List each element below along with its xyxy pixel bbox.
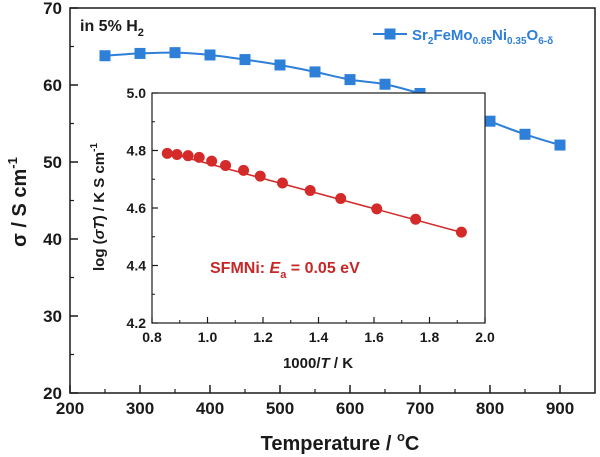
inset-x-tick-label: 1.0: [198, 329, 218, 345]
main-x-axis-title: Temperature / oC: [261, 429, 420, 455]
main-y-tick-label: 70: [43, 0, 62, 18]
legend-label: Sr2FeMo0.65Ni0.35O6-δ: [412, 27, 553, 47]
inset-x-axis-title: 1000/T / K: [283, 355, 353, 372]
inset-y-tick-label: 4.2: [127, 315, 147, 331]
inset-plot-frame: [151, 92, 486, 324]
legend-marker: [384, 28, 396, 40]
inset-y-tick-label: 4.8: [127, 143, 147, 159]
main-data-point: [379, 78, 391, 90]
main-x-tick-label: 500: [266, 399, 294, 418]
main-y-tick-label: 50: [43, 153, 62, 172]
main-x-tick-label: 900: [546, 399, 574, 418]
main-chart: 200 300 400 500 600 700 800 900 20 30 40 50 60 70 Te…: [5, 0, 596, 455]
main-series: [99, 47, 566, 151]
inset-data-point: [304, 184, 316, 196]
main-data-point: [169, 47, 181, 59]
main-data-point: [344, 74, 356, 86]
main-data-point: [204, 49, 216, 61]
inset-x-tick-label: 1.8: [420, 329, 440, 345]
inset-data-point: [193, 151, 205, 163]
inset-x-tick-label: 1.2: [253, 329, 273, 345]
inset-data-point: [371, 203, 383, 215]
inset-series: [161, 147, 467, 238]
main-data-point: [484, 115, 496, 127]
inset-y-axis: 4.2 4.4 4.6 4.8 5.0: [127, 85, 158, 331]
main-x-tick-label: 200: [56, 399, 84, 418]
inset-x-tick-label: 2.0: [475, 329, 495, 345]
inset-data-point: [254, 170, 266, 182]
main-x-tick-label: 600: [336, 399, 364, 418]
main-data-point: [134, 47, 146, 59]
inset-data-point: [335, 193, 347, 205]
inset-chart: 0.8 1.0 1.2 1.4 1.6 1.8 2.0 4.2 4.4 4.6 4.8 5.0 10…: [89, 85, 495, 372]
inset-data-point: [276, 177, 288, 189]
activation-energy-annotation: SFMNi: Ea = 0.05 eV: [210, 260, 360, 281]
main-y-tick-label: 20: [43, 384, 62, 403]
inset-y-tick-label: 4.6: [127, 200, 147, 216]
inset-data-point: [220, 159, 232, 171]
inset-x-tick-label: 1.4: [309, 329, 329, 345]
inset-x-axis: 0.8 1.0 1.2 1.4 1.6 1.8 2.0: [142, 317, 495, 345]
inset-y-tick-label: 5.0: [127, 85, 147, 101]
main-data-point: [239, 54, 251, 66]
main-y-tick-label: 30: [43, 307, 62, 326]
main-x-tick-label: 700: [406, 399, 434, 418]
inset-data-point: [206, 155, 218, 167]
inset-y-axis-title: log (σT) / K S cm-1: [89, 143, 108, 271]
main-x-tick-label: 800: [476, 399, 504, 418]
main-data-point: [274, 59, 286, 71]
main-annotation: in 5% H2: [80, 18, 144, 39]
inset-data-point: [171, 149, 183, 161]
inset-x-tick-label: 1.6: [364, 329, 384, 345]
inset-y-tick-label: 4.4: [127, 258, 147, 274]
main-data-point: [554, 139, 566, 151]
main-data-point: [99, 50, 111, 62]
main-y-axis-title: σ / S cm-1: [5, 157, 31, 247]
main-x-tick-label: 300: [126, 399, 154, 418]
main-x-tick-label: 400: [196, 399, 224, 418]
main-y-tick-label: 60: [43, 76, 62, 95]
main-data-point: [309, 66, 321, 78]
inset-data-point: [182, 150, 194, 162]
main-y-tick-label: 40: [43, 230, 62, 249]
inset-data-point: [238, 164, 250, 176]
inset-data-point: [410, 213, 422, 225]
main-y-axis: 20 30 40 50 60 70: [43, 0, 78, 403]
inset-data-point: [455, 226, 467, 238]
main-data-point: [519, 128, 531, 140]
inset-data-point: [161, 147, 173, 159]
legend: Sr2FeMo0.65Ni0.35O6-δ: [373, 27, 553, 47]
inset-x-tick-label: 0.8: [142, 329, 162, 345]
main-x-axis: 200 300 400 500 600 700 800 900: [56, 385, 574, 418]
